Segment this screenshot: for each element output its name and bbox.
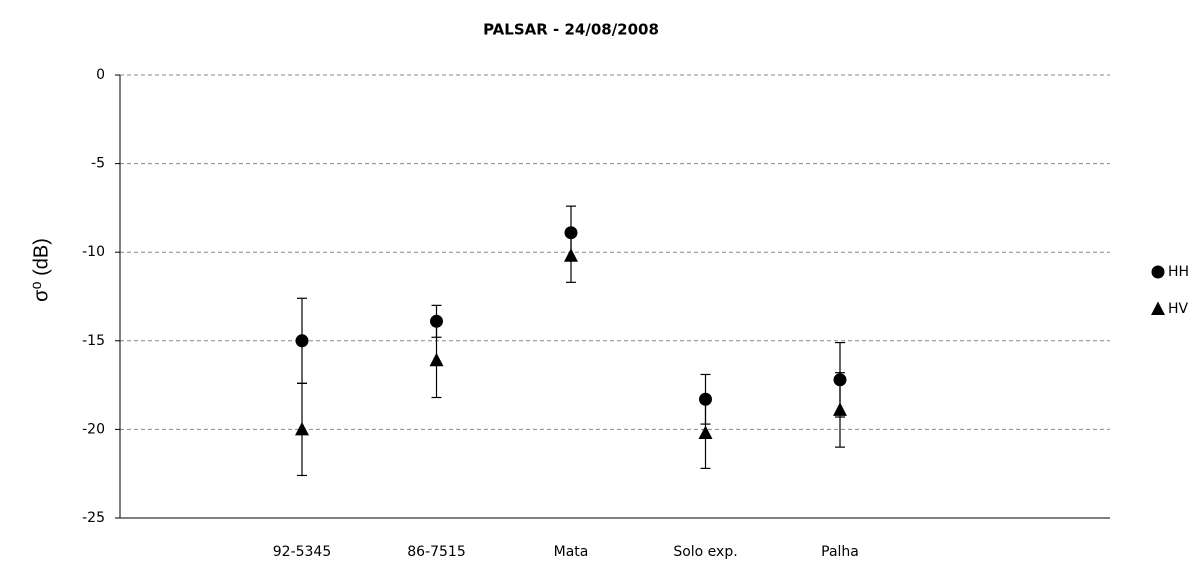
x-tick-label: 86-7515 xyxy=(407,544,466,560)
data-point xyxy=(295,421,309,436)
chart-title: PALSAR - 24/08/2008 xyxy=(483,21,659,39)
data-point xyxy=(430,314,443,328)
y-tick-label: 0 xyxy=(96,67,105,83)
x-tick-label: 92-5345 xyxy=(273,544,332,560)
y-tick-label: -25 xyxy=(82,510,105,526)
legend-label: HV xyxy=(1168,301,1189,317)
y-tick-label: -10 xyxy=(82,244,105,260)
y-tick-label: -20 xyxy=(82,421,105,437)
data-point xyxy=(698,425,713,439)
x-tick-label: Palha xyxy=(821,544,859,560)
y-axis-label: σ⁰ (dB) xyxy=(30,238,52,302)
data-point xyxy=(564,248,578,262)
legend-marker xyxy=(1151,265,1165,279)
x-tick-label: Solo exp. xyxy=(673,544,737,560)
data-point xyxy=(833,402,847,416)
data-point xyxy=(295,334,309,348)
x-tick-label: Mata xyxy=(554,544,589,560)
y-tick-label: -15 xyxy=(82,333,105,349)
data-point xyxy=(429,352,444,367)
legend-marker xyxy=(1151,301,1165,315)
y-tick-label: -5 xyxy=(91,156,105,172)
legend-label: HH xyxy=(1168,264,1189,280)
